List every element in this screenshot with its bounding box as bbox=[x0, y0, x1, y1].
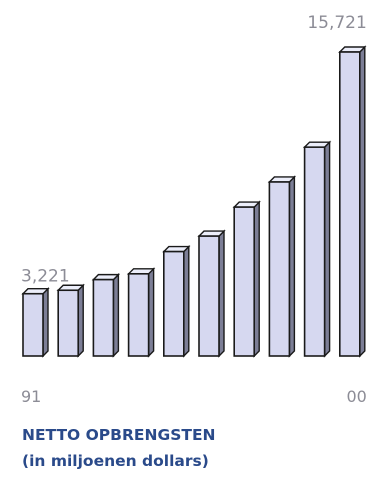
bar-92 bbox=[56, 283, 85, 358]
chart-title: NETTO OPBRENGSTEN bbox=[22, 426, 216, 444]
bar-front bbox=[22, 292, 44, 357]
bar-front bbox=[127, 273, 150, 357]
x-tick-label-00: 00 bbox=[346, 387, 366, 406]
chart-subtitle: (in miljoenen dollars) bbox=[22, 452, 209, 470]
bar-98 bbox=[267, 175, 297, 358]
bar-91 bbox=[21, 287, 50, 358]
bar-front bbox=[163, 250, 185, 357]
bar-97 bbox=[232, 200, 261, 358]
bar-00 bbox=[338, 45, 367, 358]
bar-front bbox=[268, 181, 291, 357]
bar-96 bbox=[197, 229, 226, 358]
bar-front bbox=[233, 206, 255, 357]
value-label-91: 3,221 bbox=[21, 267, 70, 287]
bar-front bbox=[92, 278, 115, 357]
value-label-00: 15,721 bbox=[307, 13, 366, 33]
bar-front bbox=[338, 51, 361, 357]
bar-95 bbox=[162, 244, 191, 358]
bar-front bbox=[57, 289, 80, 357]
x-tick-label-91: 91 bbox=[21, 387, 41, 406]
bar-front bbox=[303, 146, 326, 357]
bar-94 bbox=[126, 267, 156, 358]
bar-99 bbox=[302, 140, 332, 358]
bar-front bbox=[198, 235, 220, 357]
bar-93 bbox=[91, 272, 121, 358]
